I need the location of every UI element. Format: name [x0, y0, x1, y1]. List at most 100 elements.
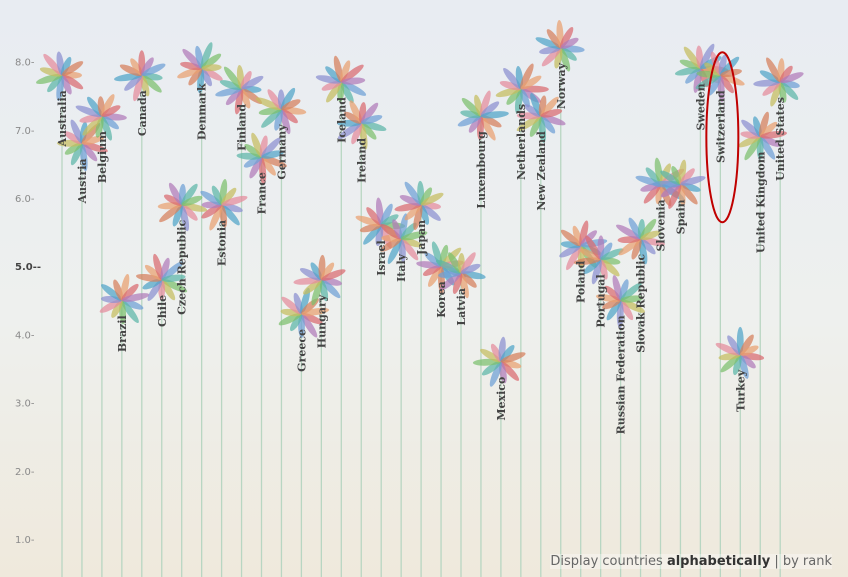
flower-petal [223, 66, 242, 90]
flower-petal [516, 115, 541, 132]
flower-petal [468, 115, 482, 133]
flower-petal [267, 89, 283, 110]
flower-petal [620, 282, 642, 301]
flower-marker[interactable] [336, 99, 387, 150]
flower-petal [679, 168, 695, 185]
country-label: Turkey [734, 369, 747, 412]
flower-marker[interactable] [176, 41, 224, 94]
flower-marker[interactable] [753, 56, 805, 108]
flower-petal [300, 287, 311, 314]
flower-petal [708, 75, 722, 96]
flower-marker[interactable] [236, 132, 288, 186]
flower-petal [640, 230, 661, 241]
flower-marker[interactable] [254, 86, 307, 135]
flower-petal [591, 259, 602, 285]
flower-petal [160, 257, 170, 280]
flower-petal [101, 105, 121, 117]
flower-petal [281, 99, 301, 111]
flower-marker[interactable] [35, 51, 85, 101]
flower-marker[interactable] [56, 118, 109, 172]
flower-petal [36, 74, 63, 85]
flower-petal [299, 268, 322, 281]
flower-marker[interactable] [652, 159, 706, 210]
country-label: Italy [395, 253, 408, 282]
flower-petal [153, 253, 163, 280]
flower-petal [361, 114, 383, 125]
country-label: Switzerland [714, 90, 727, 163]
flower-marker[interactable] [199, 179, 249, 232]
flower-petal [770, 82, 782, 107]
flower-marker[interactable] [595, 274, 646, 329]
flower-petal [524, 104, 542, 117]
highlight-layer [705, 51, 740, 224]
option-separator: | [770, 554, 783, 569]
flower-petal [435, 259, 462, 274]
flower-marker[interactable] [277, 287, 330, 339]
flower-petal [147, 279, 163, 301]
y-tick-label: 5.0-- [15, 262, 41, 273]
flower-marker[interactable] [457, 90, 510, 143]
flower-petal [161, 274, 186, 282]
flower-marker[interactable] [114, 50, 167, 102]
flower-marker[interactable] [74, 93, 127, 142]
flower-petal [685, 68, 701, 84]
flower-petal [215, 87, 242, 97]
flower-marker[interactable] [136, 253, 189, 303]
flower-petal [719, 75, 734, 94]
flower-petal [480, 101, 500, 117]
flower-petal [141, 63, 166, 77]
sort-by-rank-link[interactable]: by rank [782, 554, 832, 569]
flower-petal [420, 192, 444, 206]
flower-petal [499, 80, 521, 91]
flower-marker[interactable] [315, 55, 367, 105]
flower-petal [181, 183, 198, 206]
flower-petal [61, 61, 84, 76]
flower-marker[interactable] [534, 20, 585, 73]
flower-petal [762, 81, 781, 96]
flower-petal [520, 63, 534, 89]
flower-marker[interactable] [394, 180, 445, 231]
flower-petal [201, 53, 222, 69]
country-label: Sweden [694, 83, 707, 130]
flower-petal [82, 115, 103, 136]
flower-marker[interactable] [379, 213, 429, 266]
flower-petal [301, 307, 330, 316]
country-label: Brazil [116, 315, 129, 352]
flower-marker[interactable] [472, 336, 527, 388]
flower-petal [480, 115, 502, 128]
flower-petal [60, 56, 72, 76]
flower-marker[interactable] [98, 273, 150, 325]
country-label: Netherlands [515, 104, 528, 180]
flower-marker[interactable] [573, 234, 624, 285]
flower-marker[interactable] [614, 216, 665, 265]
flower-petal [600, 259, 620, 277]
flower-marker[interactable] [714, 326, 765, 380]
flower-petal [234, 88, 244, 115]
flower-marker[interactable] [434, 251, 486, 300]
country-label: Germany [275, 124, 288, 180]
y-tick-label: 3.0- [15, 399, 35, 410]
flower-petal [554, 47, 563, 69]
flower-marker[interactable] [157, 181, 208, 232]
flower-petal [360, 102, 379, 124]
flower-petal [399, 195, 422, 206]
flower-marker[interactable] [515, 92, 567, 144]
flower-marker[interactable] [737, 111, 788, 162]
flower-petal [225, 88, 242, 106]
flower-marker[interactable] [293, 254, 347, 307]
flower-petal [381, 214, 399, 227]
flower-petal [560, 26, 574, 49]
flower-petal [460, 263, 481, 275]
flower-petal [759, 136, 776, 160]
country-label: Portugal [595, 274, 608, 327]
country-label: Hungary [315, 294, 328, 348]
flower-petal [251, 132, 263, 158]
flower-petal [643, 184, 661, 204]
flower-petal [500, 361, 520, 381]
flower-petal [181, 204, 198, 221]
sort-alphabetically-link[interactable]: alphabetically [666, 554, 771, 569]
flower-petal [759, 111, 769, 137]
flower-petal [695, 74, 721, 90]
country-label: Latvia [455, 288, 468, 326]
flower-petal [660, 170, 681, 185]
